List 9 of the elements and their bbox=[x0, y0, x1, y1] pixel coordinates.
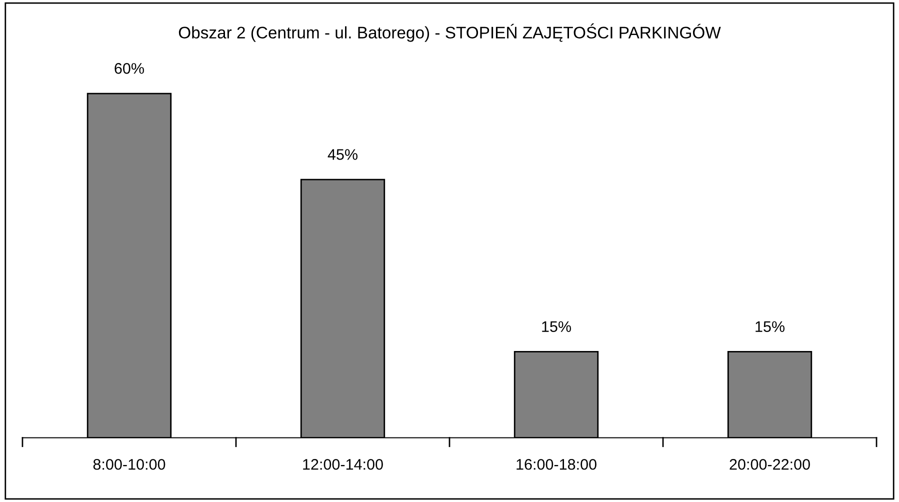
chart-title: Obszar 2 (Centrum - ul. Batorego) - STOPIEŃ ZAJĘTOŚCI PARKINGÓW bbox=[178, 23, 721, 42]
data-label: 45% bbox=[328, 149, 358, 160]
data-label: 15% bbox=[542, 321, 571, 332]
x-tick-label: 20:00-22:00 bbox=[730, 458, 810, 470]
data-label: 60% bbox=[114, 63, 144, 74]
x-tick-label: 12:00-14:00 bbox=[303, 458, 383, 470]
x-tick-label: 16:00-18:00 bbox=[516, 458, 596, 470]
x-tick-label: 8:00-10:00 bbox=[93, 458, 166, 470]
data-label: 15% bbox=[756, 321, 785, 332]
